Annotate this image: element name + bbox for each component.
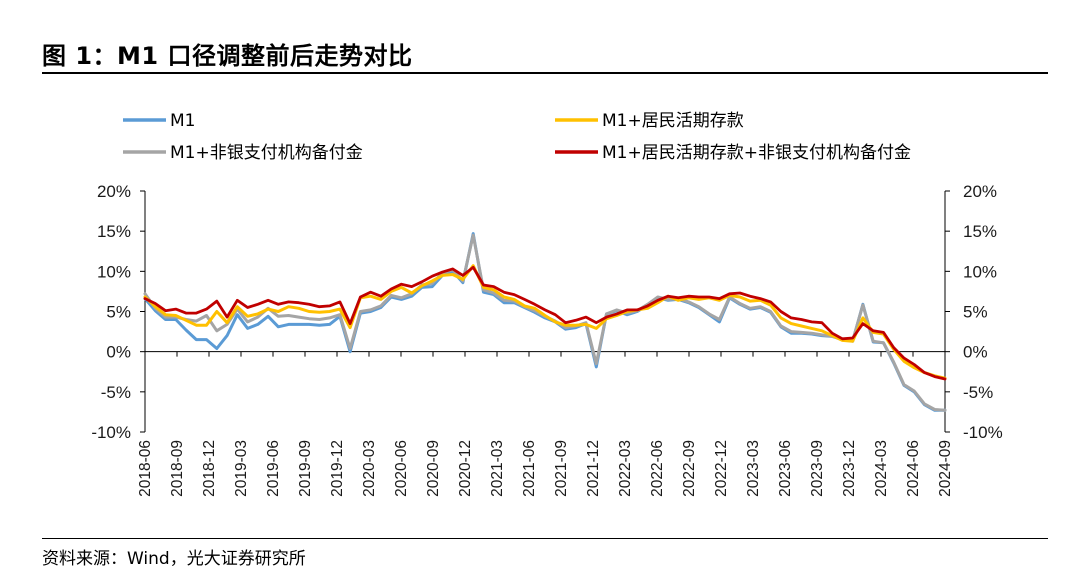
x-tick-label: 2024-03: [873, 440, 890, 497]
title-divider: [42, 72, 1048, 74]
y-tick-label-left: -5%: [101, 383, 131, 402]
x-tick-label: 2023-03: [745, 440, 762, 497]
y-tick-label-left: -10%: [91, 423, 131, 442]
x-tick-label: 2018-09: [169, 440, 186, 497]
x-tick-label: 2018-12: [201, 440, 218, 497]
y-tick-label-left: 20%: [97, 182, 131, 201]
x-tick-label: 2024-06: [905, 440, 922, 497]
legend-label-4: M1+居民活期存款+非银支付机构备付金: [602, 143, 911, 163]
x-tick-label: 2022-06: [649, 440, 666, 497]
x-tick-label: 2021-06: [521, 440, 538, 497]
source-note: 资料来源：Wind，光大证券研究所: [42, 549, 306, 569]
x-tick-label: 2021-03: [489, 440, 506, 497]
y-tick-label-right: -5%: [963, 383, 993, 402]
x-tick-label: 2019-06: [265, 440, 282, 497]
x-tick-label: 2021-09: [553, 440, 570, 497]
y-tick-label-left: 10%: [97, 262, 131, 281]
x-tick-label: 2023-12: [841, 440, 858, 497]
y-tick-label-right: 10%: [963, 262, 997, 281]
x-tick-label: 2023-09: [809, 440, 826, 497]
series-line-3: [143, 233, 947, 412]
x-tick-label: 2020-06: [393, 440, 410, 497]
x-tick-label: 2021-12: [585, 440, 602, 497]
y-tick-label-right: -10%: [963, 423, 1003, 442]
x-tick-label: 2018-06: [137, 440, 154, 497]
x-tick-label: 2023-06: [777, 440, 794, 497]
series-line-2: [143, 264, 947, 380]
x-tick-label: 2019-12: [329, 440, 346, 497]
y-tick-label-left: 15%: [97, 222, 131, 241]
legend-label-3: M1+非银支付机构备付金: [170, 143, 363, 163]
legend-label-1: M1: [170, 111, 195, 131]
legend: M1 M1+居民活期存款 M1+非银支付机构备付金 M1+居民活期存款+非银支付机构备…: [123, 111, 911, 163]
y-tick-label-right: 20%: [963, 182, 997, 201]
x-tick-label: 2022-09: [681, 440, 698, 497]
x-tick-label: 2020-09: [425, 440, 442, 497]
x-tick-label: 2022-03: [617, 440, 634, 497]
x-tick-label: 2022-12: [713, 440, 730, 497]
source-divider: [42, 538, 1048, 539]
series-line-4: [143, 265, 947, 381]
axes: 20% 20% 15% 15% 10% 10% 5% 5% 0% 0% -5% -5% -10% -10%…: [91, 182, 1002, 497]
y-tick-label-right: 15%: [963, 222, 997, 241]
x-tick-label: 2020-12: [457, 440, 474, 497]
x-tick-label: 2024-09: [937, 440, 954, 497]
x-tick-label: 2019-09: [297, 440, 314, 497]
x-tick-label: 2019-03: [233, 440, 250, 497]
figure-title: 图 1：M1 口径调整前后走势对比: [42, 42, 413, 70]
y-tick-label-right: 0%: [963, 343, 988, 362]
y-tick-label-left: 0%: [106, 343, 131, 362]
y-tick-label-left: 5%: [106, 303, 131, 322]
x-tick-label: 2020-03: [361, 440, 378, 497]
y-tick-label-right: 5%: [963, 303, 988, 322]
series-line-1: [143, 232, 947, 412]
legend-label-2: M1+居民活期存款: [602, 111, 744, 131]
series-lines: [143, 232, 947, 412]
